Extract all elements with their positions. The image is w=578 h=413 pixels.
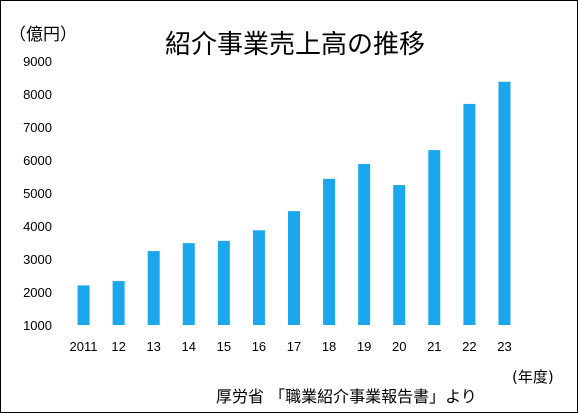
bar-23 [498, 81, 511, 325]
bar-14 [182, 243, 195, 325]
x-tick-label: 12 [111, 339, 125, 354]
y-tick-label: 2000 [23, 285, 52, 300]
y-tick-label: 8000 [23, 87, 52, 102]
x-tick-label: 2011 [70, 339, 98, 354]
bar-22 [463, 103, 476, 326]
x-tick-label: 21 [427, 339, 441, 354]
bar-13 [147, 251, 160, 325]
bar-17 [288, 211, 300, 325]
x-tick-label: 14 [182, 339, 196, 354]
y-tick-label: 3000 [23, 252, 52, 267]
x-tick-label: 16 [252, 339, 266, 354]
x-tick-label: 19 [357, 339, 371, 354]
y-axis-unit-label: （億円） [9, 25, 77, 45]
x-tick-label: 22 [462, 339, 476, 354]
x-tick-label: 20 [392, 339, 406, 354]
x-tick-label: 15 [217, 339, 231, 354]
x-tick-label: 18 [322, 339, 336, 354]
chart-title: 紹介事業売上高の推移 [164, 30, 425, 60]
x-tick-label: 17 [287, 339, 301, 354]
x-axis-unit-label: (年度) [512, 368, 554, 386]
y-tick-label: 5000 [23, 186, 52, 201]
source-note: 厚労省 「職業紹介事業報告書」より [216, 387, 477, 406]
y-tick-label: 9000 [23, 54, 52, 69]
bar-18 [323, 178, 336, 325]
bar-16 [252, 230, 265, 325]
bar-12 [112, 281, 125, 325]
bar-19 [358, 163, 371, 325]
y-tick-label: 1000 [23, 318, 52, 333]
y-tick-label: 7000 [23, 120, 52, 135]
bar-2011 [77, 285, 90, 325]
y-tick-label: 4000 [23, 219, 52, 234]
y-tick-label: 6000 [23, 153, 52, 168]
x-tick-label: 13 [146, 339, 160, 354]
x-tick-label: 23 [497, 339, 511, 354]
bar-15 [217, 240, 230, 325]
bar-20 [393, 185, 406, 325]
bar-21 [428, 150, 441, 325]
